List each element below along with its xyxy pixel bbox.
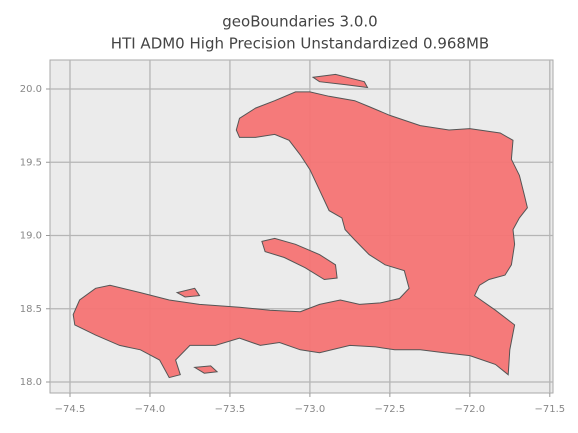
x-tick-label: −73.5 — [215, 404, 246, 415]
x-tick-label: −73.0 — [295, 404, 326, 415]
region — [193, 365, 219, 374]
y-tick-label: 19.0 — [20, 231, 42, 242]
region — [261, 237, 338, 281]
y-tick-label: 18.0 — [20, 377, 42, 388]
x-tick-label: −71.5 — [534, 404, 565, 415]
x-tick-label: −74.0 — [135, 404, 166, 415]
x-tick-label: −74.5 — [55, 404, 86, 415]
y-tick-label: 18.5 — [20, 304, 42, 315]
chart-title: geoBoundaries 3.0.0 — [222, 13, 377, 31]
x-tick-label: −72.5 — [375, 404, 406, 415]
y-tick-label: 20.0 — [20, 84, 42, 95]
chart-subtitle: HTI ADM0 High Precision Unstandardized 0… — [111, 35, 489, 53]
region — [175, 287, 201, 298]
y-tick-label: 19.5 — [20, 157, 42, 168]
region — [72, 91, 528, 379]
x-tick-label: −72.0 — [455, 404, 486, 415]
region — [311, 73, 369, 89]
